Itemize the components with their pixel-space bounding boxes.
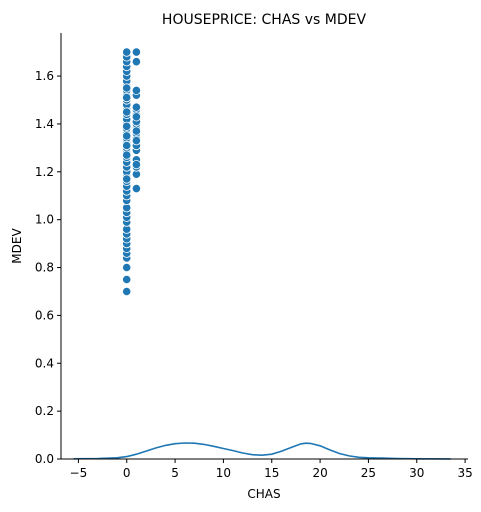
chart-title: HOUSEPRICE: CHAS vs MDEV <box>162 12 367 28</box>
data-point <box>122 93 132 103</box>
x-tick-label: −5 <box>70 466 88 480</box>
y-tick-label: 1.6 <box>35 69 54 83</box>
plot-area <box>73 47 451 460</box>
y-tick-label: 1.2 <box>35 165 54 179</box>
data-point <box>122 121 132 131</box>
data-point <box>122 262 132 273</box>
y-tick-label: 1.4 <box>35 117 54 131</box>
data-point <box>131 85 141 96</box>
data-point <box>122 174 132 184</box>
density-line <box>73 442 451 460</box>
y-tick-label: 0.6 <box>35 308 54 322</box>
data-point <box>131 136 141 146</box>
y-tick-label: 0.2 <box>35 404 54 418</box>
data-point <box>122 131 132 141</box>
data-point <box>122 274 132 285</box>
data-point <box>122 286 132 297</box>
x-tick-label: 5 <box>171 466 179 480</box>
y-axis-label: MDEV <box>10 228 24 264</box>
y-axis: 0.0 0.2 0.4 0.6 0.8 1.0 1.2 1.4 1.6 <box>35 33 62 466</box>
x-tick-label: 20 <box>312 466 327 480</box>
data-point <box>131 102 141 112</box>
data-point <box>122 150 132 160</box>
x-tick-label: 0 <box>123 466 131 480</box>
data-point <box>131 126 141 136</box>
data-point <box>131 184 141 194</box>
y-tick-label: 1.0 <box>35 213 54 227</box>
x-tick-label: 10 <box>216 466 231 480</box>
data-point <box>122 47 132 57</box>
data-point <box>131 112 141 122</box>
x-tick-label: 35 <box>457 466 472 480</box>
x-axis-label: CHAS <box>247 487 280 501</box>
data-point <box>131 160 141 170</box>
x-axis: −5 0 5 10 15 20 25 30 35 <box>61 458 473 480</box>
y-tick-label: 0.4 <box>35 356 54 370</box>
x-tick-label: 25 <box>361 466 376 480</box>
data-point <box>122 107 132 117</box>
x-tick-label: 30 <box>409 466 424 480</box>
data-point <box>131 47 141 57</box>
y-tick-label: 0.0 <box>35 452 54 466</box>
y-tick-label: 0.8 <box>35 261 54 275</box>
data-point <box>122 140 132 151</box>
data-point <box>122 83 132 93</box>
data-point <box>131 57 141 67</box>
x-tick-label: 15 <box>264 466 279 480</box>
